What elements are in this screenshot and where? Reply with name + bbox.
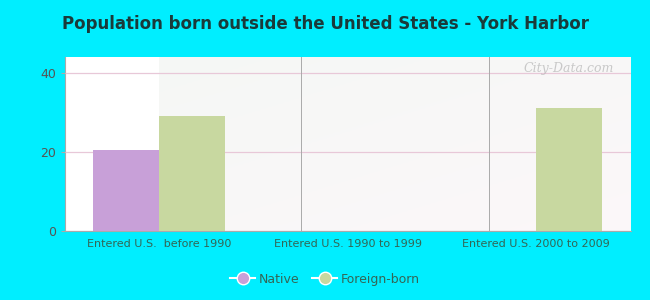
Text: City-Data.com: City-Data.com xyxy=(523,62,614,75)
Text: Population born outside the United States - York Harbor: Population born outside the United State… xyxy=(62,15,588,33)
Bar xyxy=(536,108,602,231)
Bar xyxy=(94,150,159,231)
Legend: Native, Foreign-born: Native, Foreign-born xyxy=(225,268,425,291)
Bar xyxy=(159,116,225,231)
